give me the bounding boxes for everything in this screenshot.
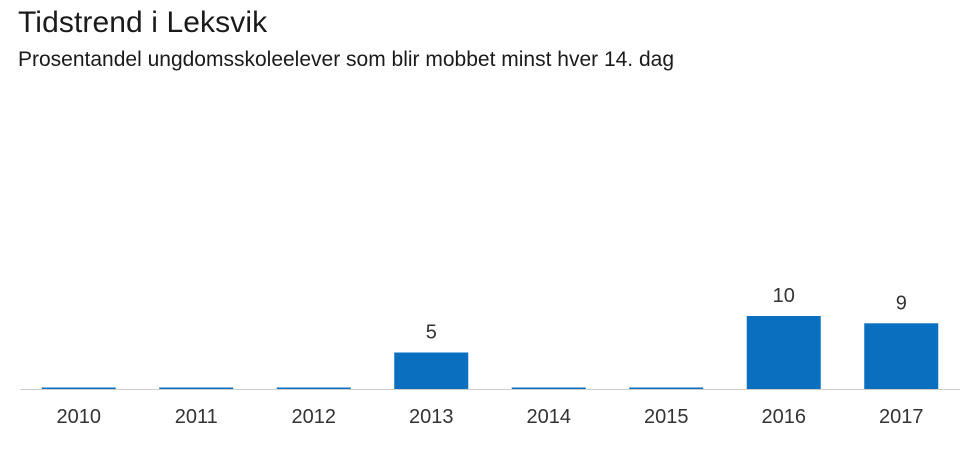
data-labels: 5 10 9 xyxy=(426,285,907,344)
bar-2014 xyxy=(511,387,586,389)
data-label-2016: 10 xyxy=(773,285,795,307)
bar-2010 xyxy=(41,387,116,389)
bar-2013 xyxy=(394,352,469,389)
x-tick-label-2016: 2016 xyxy=(762,406,807,428)
bar-2017 xyxy=(864,323,939,389)
x-tick-label-2014: 2014 xyxy=(527,406,572,428)
bar-2011 xyxy=(159,387,234,389)
chart-subtitle: Prosentandel ungdomsskoleelever som blir… xyxy=(18,48,675,71)
x-tick-label-2010: 2010 xyxy=(57,406,102,428)
x-tick-label-2017: 2017 xyxy=(879,406,924,428)
bar-2012 xyxy=(276,387,351,389)
x-tick-labels: 2010 2011 2012 2013 2014 2015 2016 2017 xyxy=(57,406,924,428)
bar-2015 xyxy=(629,387,704,389)
bars-group xyxy=(41,316,939,389)
x-tick-label-2013: 2013 xyxy=(409,406,454,428)
chart-title: Tidstrend i Leksvik xyxy=(18,6,268,39)
bar-2016 xyxy=(746,316,821,389)
x-tick-label-2015: 2015 xyxy=(644,406,689,428)
x-tick-label-2012: 2012 xyxy=(292,406,337,428)
data-label-2013: 5 xyxy=(426,322,437,344)
x-tick-label-2011: 2011 xyxy=(175,406,218,428)
data-label-2017: 9 xyxy=(896,292,907,314)
